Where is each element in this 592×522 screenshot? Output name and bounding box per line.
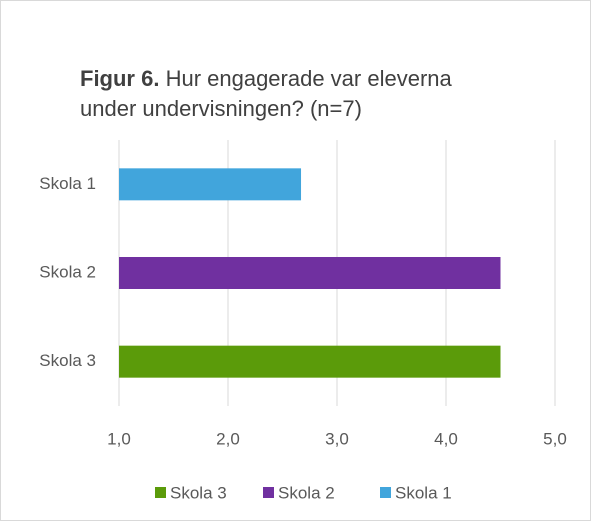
bar	[119, 257, 501, 289]
chart-title: Figur 6. Hur engagerade var eleverna	[80, 66, 453, 91]
title-text-1: Hur engagerade var eleverna	[159, 66, 452, 91]
bar	[119, 168, 302, 201]
legend-swatch	[380, 487, 391, 498]
y-tick-label: Skola 3	[39, 351, 96, 370]
legend-label: Skola 3	[170, 483, 227, 502]
legend-label: Skola 1	[395, 483, 452, 502]
y-tick-label: Skola 2	[39, 262, 96, 281]
legend-swatch	[155, 487, 166, 498]
y-tick-label: Skola 1	[39, 174, 96, 193]
bar	[119, 345, 501, 378]
x-tick-label: 3,0	[325, 429, 349, 448]
x-tick-label: 1,0	[107, 429, 131, 448]
legend-swatch	[263, 487, 274, 498]
x-tick-label: 4,0	[434, 429, 458, 448]
x-tick-label: 2,0	[216, 429, 240, 448]
chart-title-line2: under undervisningen? (n=7)	[80, 96, 362, 121]
legend-label: Skola 2	[278, 483, 335, 502]
title-label: Figur 6.	[80, 66, 159, 91]
x-tick-label: 5,0	[543, 429, 567, 448]
